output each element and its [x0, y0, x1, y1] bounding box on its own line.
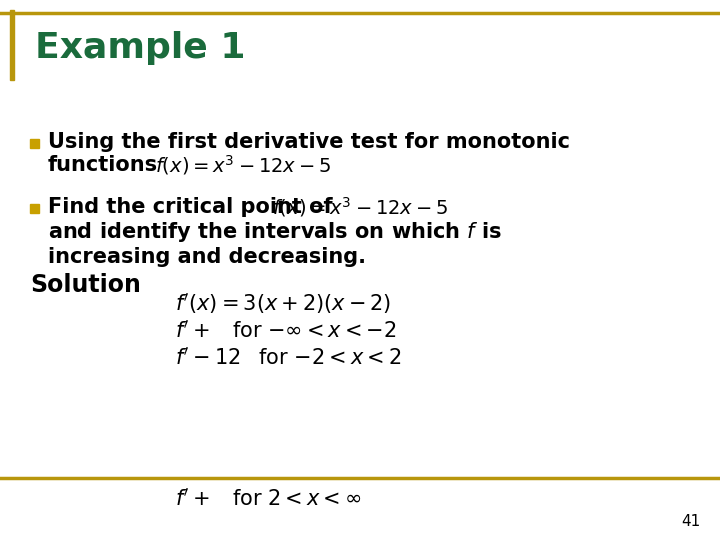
Text: Find the critical point of: Find the critical point of [48, 197, 333, 217]
Text: 41: 41 [680, 515, 700, 530]
Text: $f^{\prime}(x)=3(x+2)(x-2)$: $f^{\prime}(x)=3(x+2)(x-2)$ [175, 291, 392, 315]
Bar [30, 204, 39, 213]
Text: functions: functions [48, 155, 158, 175]
Text: Solution: Solution [30, 273, 141, 297]
Text: Using the first derivative test for monotonic: Using the first derivative test for mono… [48, 132, 570, 152]
Text: $f(x)=x^{3}-12x-5$: $f(x)=x^{3}-12x-5$ [155, 153, 331, 177]
Text: increasing and decreasing.: increasing and decreasing. [48, 247, 366, 267]
Text: $f^{\prime}-12\;\;$ for $-2 < x < 2$: $f^{\prime}-12\;\;$ for $-2 < x < 2$ [175, 346, 402, 368]
Bar [10, 10, 14, 80]
Text: $f(x)=x^{3}-12x-5$: $f(x)=x^{3}-12x-5$ [272, 195, 449, 219]
Text: $f^{\prime}+\;\;$ for $2 < x < \infty$: $f^{\prime}+\;\;$ for $2 < x < \infty$ [175, 487, 361, 509]
Bar [30, 139, 39, 148]
Text: Example 1: Example 1 [35, 31, 246, 65]
Text: and identify the intervals on which $f$ is: and identify the intervals on which $f$ … [48, 220, 502, 244]
Text: $f^{\prime}+\;\;$ for $-\infty < x < -2$: $f^{\prime}+\;\;$ for $-\infty < x < -2$ [175, 319, 397, 341]
